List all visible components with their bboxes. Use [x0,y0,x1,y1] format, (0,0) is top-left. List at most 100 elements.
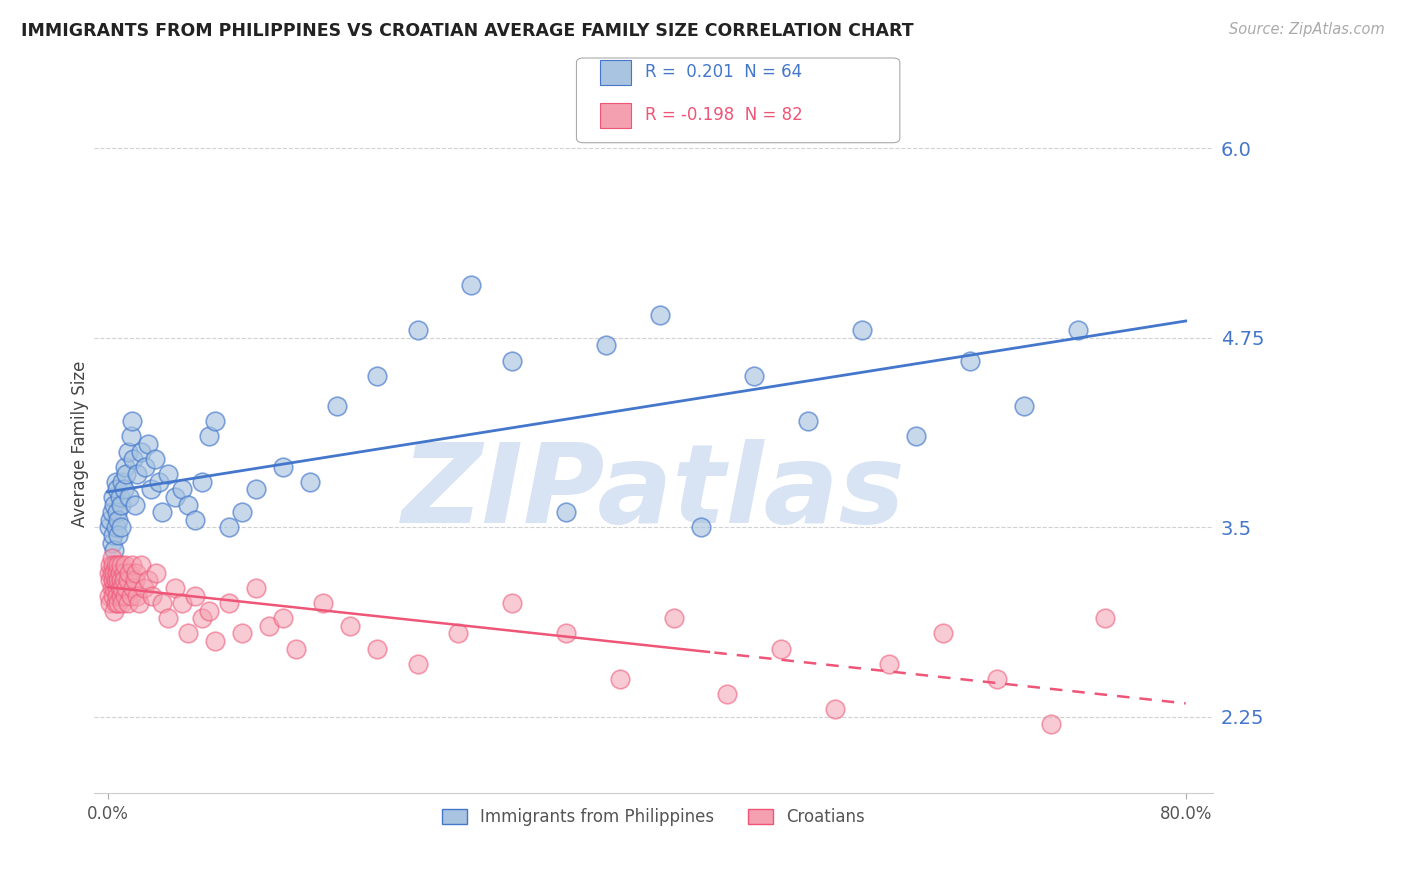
Point [122,581,145,595]
Point [191,475,214,489]
Point [117,596,139,610]
Point [120,589,142,603]
Point [132,581,155,595]
Point [959,353,981,368]
Point [115,581,138,595]
Point [105,589,128,603]
Point [110,520,132,534]
Point [111,475,134,489]
Point [101,490,124,504]
Legend: Immigrants from Philippines, Croatians: Immigrants from Philippines, Croatians [436,802,872,833]
Point [271,459,294,474]
Point [100,505,122,519]
Point [184,513,207,527]
Point [110,498,132,512]
Point [218,520,240,534]
Point [136,574,159,588]
Point [1039,717,1062,731]
Point [148,475,170,489]
Point [184,589,207,603]
Point [554,505,576,519]
Point [204,634,226,648]
Point [744,368,766,383]
Point [118,566,141,580]
Point [103,498,125,512]
Point [191,611,214,625]
Point [662,611,685,625]
Point [110,558,132,573]
Point [105,566,128,580]
Point [312,596,335,610]
Point [689,520,711,534]
Point [170,483,193,497]
Point [129,558,152,573]
Point [121,558,143,573]
Point [114,589,136,603]
Point [107,558,129,573]
Point [103,604,125,618]
Point [877,657,900,671]
Point [285,641,308,656]
Point [259,619,281,633]
Point [134,459,156,474]
Point [103,581,125,595]
Point [1012,399,1035,413]
Point [115,467,138,482]
Point [170,596,193,610]
Point [112,483,135,497]
Point [177,626,200,640]
Point [110,574,132,588]
Point [406,323,429,337]
Point [447,626,470,640]
Point [97,589,120,603]
Point [648,308,671,322]
Point [98,558,121,573]
Point [117,574,139,588]
Point [97,566,120,580]
Point [163,581,186,595]
Point [107,596,129,610]
Point [98,574,121,588]
Point [114,558,136,573]
Point [104,475,127,489]
Point [100,581,122,595]
Point [108,566,131,580]
Point [103,566,125,580]
Point [716,687,738,701]
Point [124,574,146,588]
Point [197,429,219,443]
Point [98,596,121,610]
Point [101,528,124,542]
Point [163,490,186,504]
Point [104,596,127,610]
Point [298,475,321,489]
Point [139,483,162,497]
Point [406,657,429,671]
Point [501,353,523,368]
Point [101,589,124,603]
Point [124,498,146,512]
Y-axis label: Average Family Size: Average Family Size [72,360,89,527]
Point [122,452,145,467]
Point [105,505,128,519]
Point [325,399,347,413]
Point [114,459,136,474]
Point [98,513,121,527]
Point [101,558,124,573]
Point [105,483,128,497]
Point [245,483,267,497]
Point [104,574,127,588]
Point [111,596,134,610]
Point [157,611,180,625]
Point [609,672,631,686]
Point [117,444,139,458]
Point [145,566,167,580]
Point [141,589,163,603]
Point [905,429,928,443]
Point [118,490,141,504]
Point [111,581,134,595]
Point [108,581,131,595]
Point [129,444,152,458]
Point [554,626,576,640]
Point [197,604,219,618]
